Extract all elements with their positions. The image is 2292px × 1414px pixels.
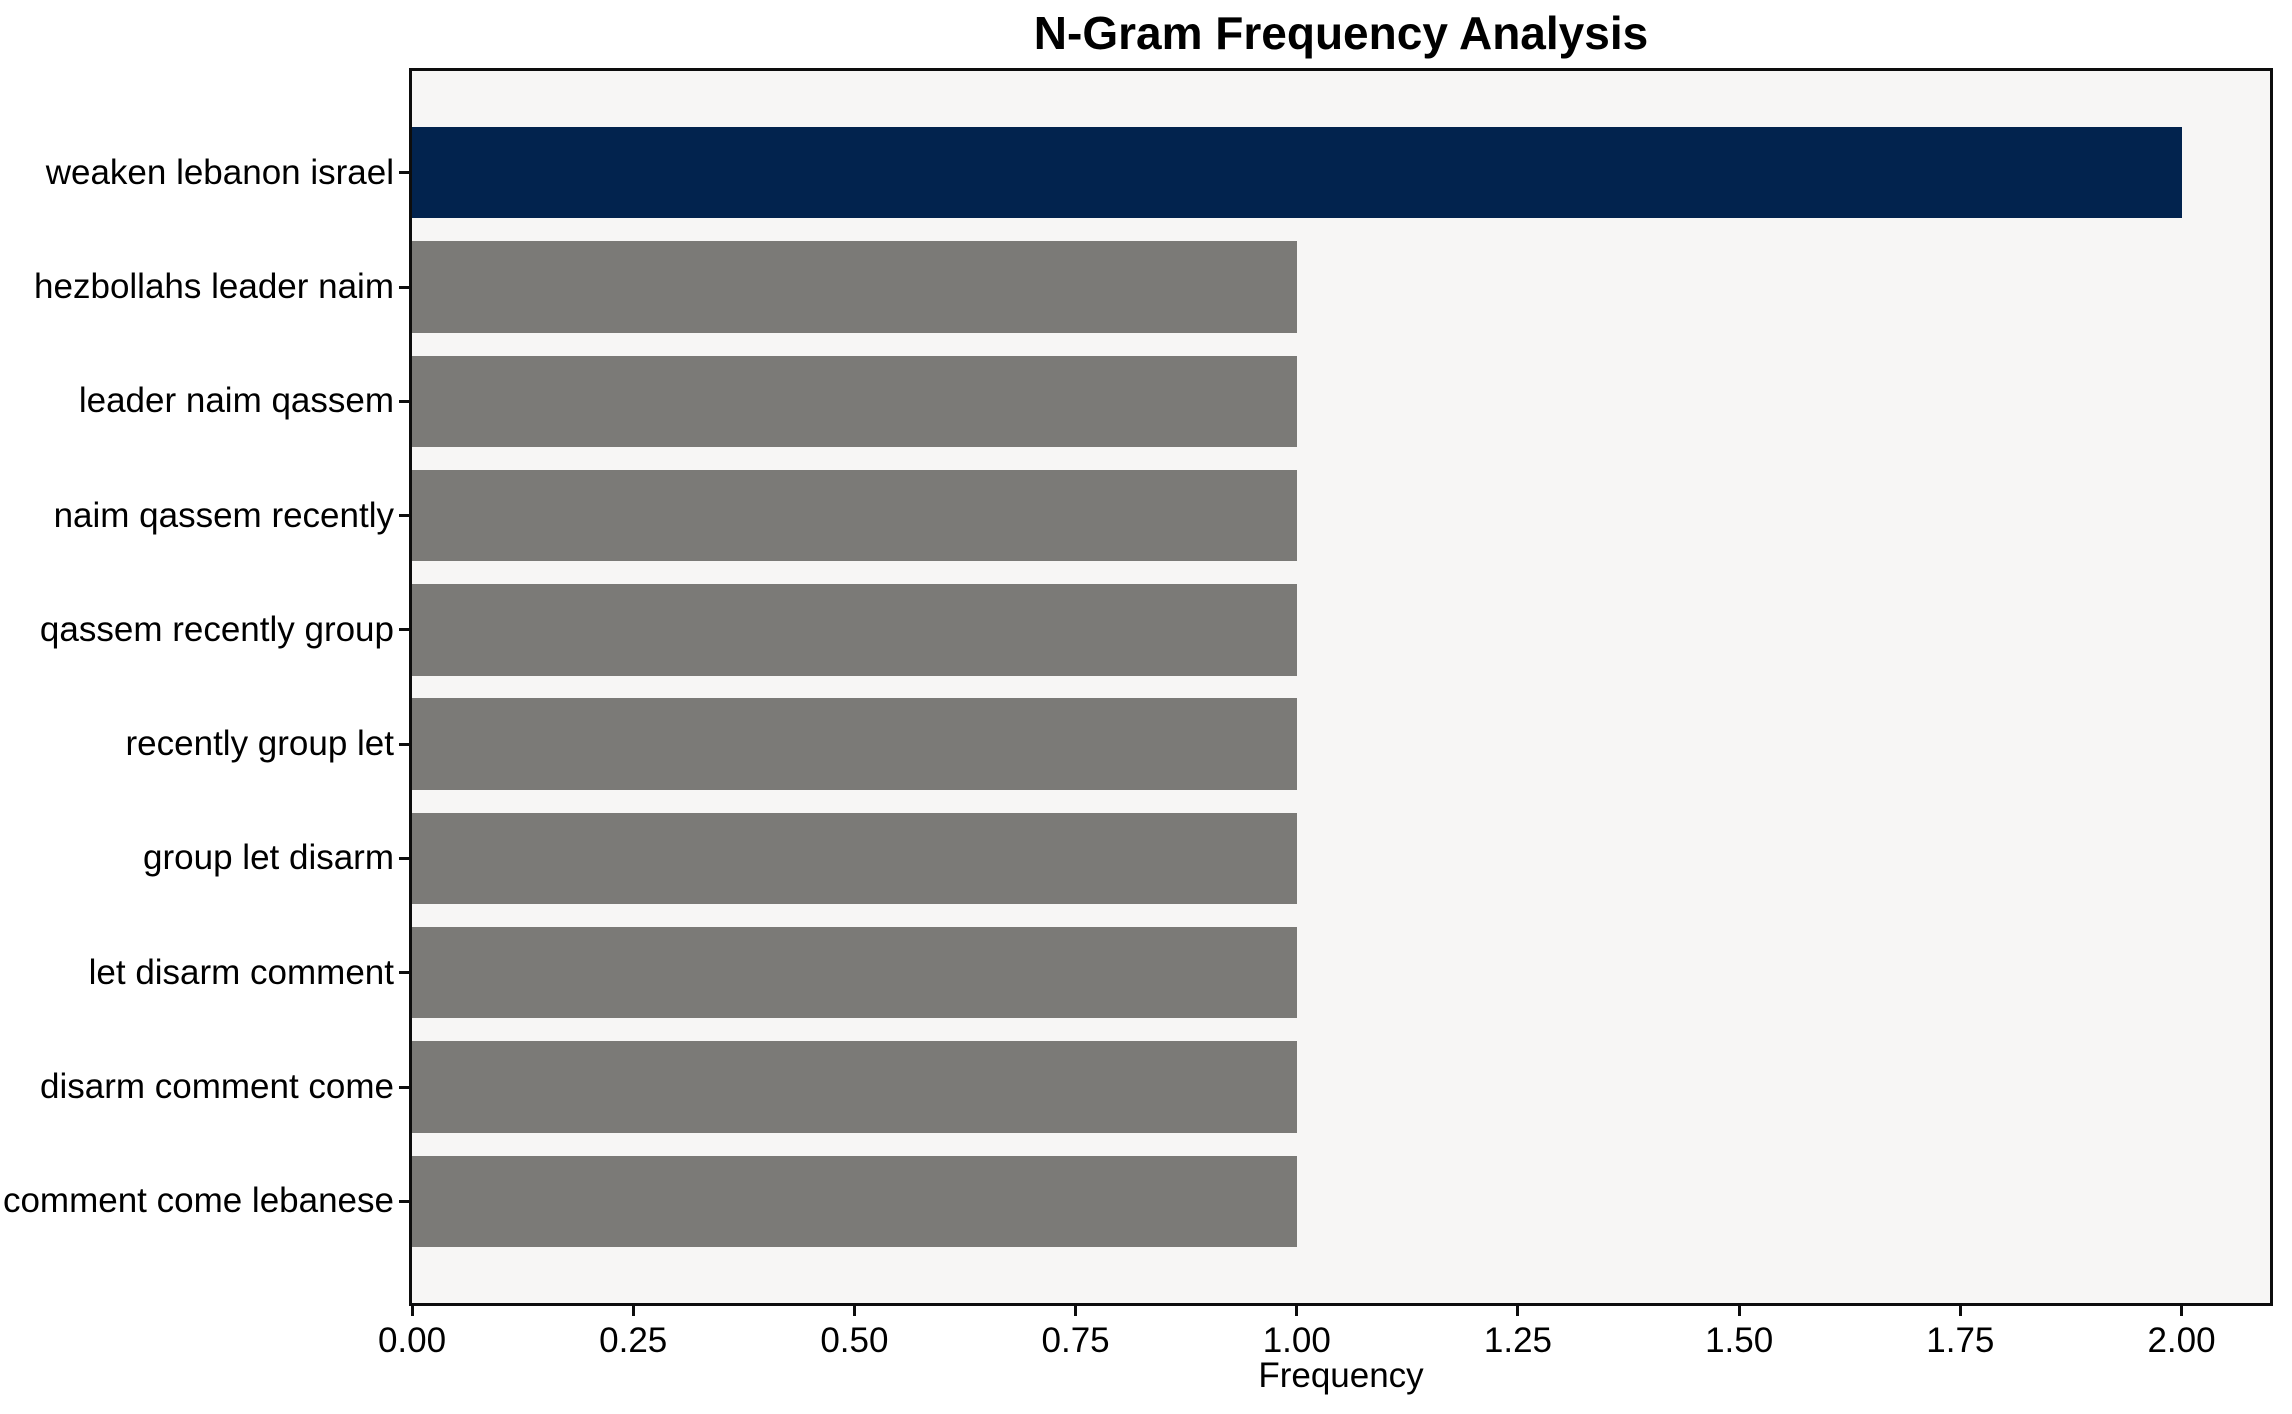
y-tick-mark [399,971,412,975]
plot-area [409,68,2273,1306]
x-tick-mark [1737,1303,1741,1316]
y-tick-label: recently group let [125,724,394,764]
bar [412,927,1297,1019]
x-tick-label: 1.25 [1483,1321,1552,1360]
y-tick-mark [399,628,412,632]
x-tick-label: 1.75 [1926,1321,1995,1360]
x-tick-mark [1295,1303,1299,1316]
x-tick-label: 0.50 [820,1321,889,1360]
x-tick-label: 0.00 [377,1321,447,1360]
bar [412,584,1297,676]
x-tick-label: 0.75 [1041,1321,1110,1360]
y-tick-label: group let disarm [143,838,394,878]
y-tick-mark [399,856,412,860]
y-tick-label: let disarm comment [88,952,394,992]
y-tick-mark [399,514,412,518]
x-tick-mark [852,1303,856,1316]
x-tick-mark [1516,1303,1520,1316]
x-tick-label: 2.00 [2147,1321,2216,1360]
y-tick-mark [399,285,412,289]
x-tick-mark [1074,1303,1078,1316]
bar [412,127,2182,219]
y-tick-label: weaken lebanon israel [45,152,394,192]
x-tick-mark [410,1303,414,1316]
x-tick-label: 0.25 [599,1321,668,1360]
y-tick-mark [399,742,412,746]
y-tick-mark [399,1199,412,1203]
y-tick-label: hezbollahs leader naim [34,267,394,306]
x-tick-label: 1.50 [1705,1321,1774,1360]
y-tick-mark [399,399,412,403]
x-tick-label: 1.00 [1262,1321,1331,1360]
bar [412,241,1297,333]
bar [412,469,1297,562]
y-tick-label: leader naim qassem [78,381,394,421]
x-tick-mark [2180,1303,2184,1316]
y-tick-mark [399,1085,412,1089]
bar [412,1155,1297,1247]
bar [412,698,1297,790]
x-tick-mark [1958,1303,1962,1316]
y-tick-mark [399,171,412,175]
bar [412,1041,1297,1133]
bar [412,812,1297,905]
bar [412,355,1297,447]
y-tick-label: qassem recently group [39,609,394,649]
y-tick-label: disarm comment come [40,1067,394,1106]
y-tick-label: naim qassem recently [53,495,394,535]
chart-title: N-Gram Frequency Analysis [1033,7,1649,59]
x-axis-title: Frequency [1258,1356,1424,1395]
x-tick-mark [631,1303,635,1316]
y-tick-label: comment come lebanese [2,1181,394,1221]
